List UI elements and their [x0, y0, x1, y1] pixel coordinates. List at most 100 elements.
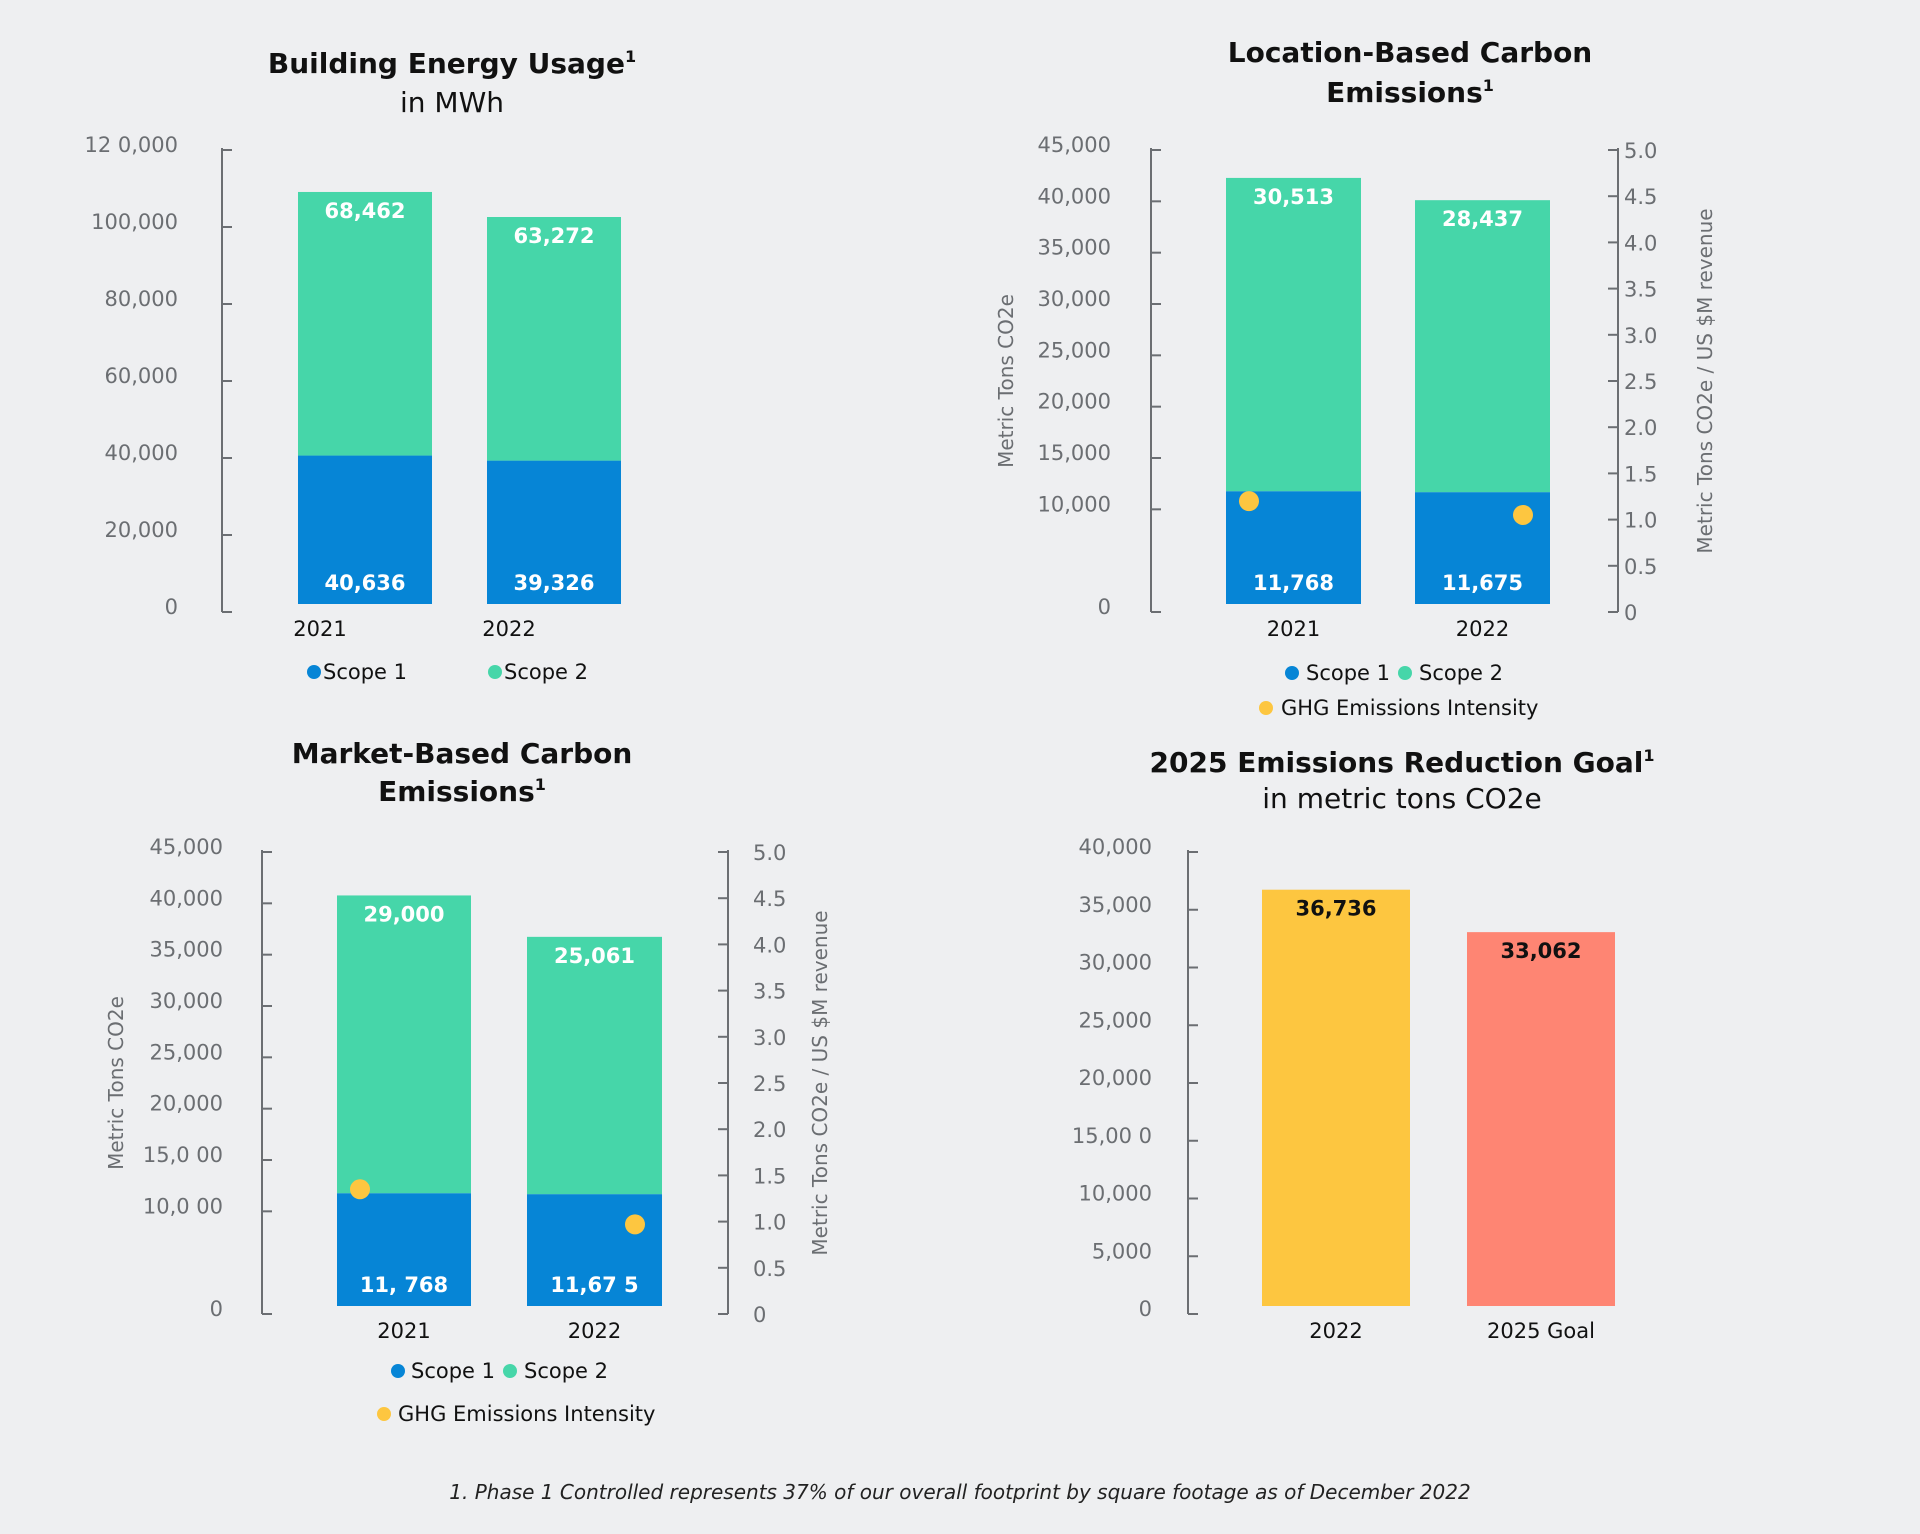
footnote: 1. Phase 1 Controlled represents 37% of … [449, 1480, 1470, 1504]
chart2-y2-tick-label: 3.0 [1624, 324, 1657, 348]
chart1-y-tick-label: 20,000 [105, 518, 178, 542]
chart1-label-scope1-2022: 39,326 [513, 571, 594, 595]
chart3-label-scope1-2022: 11,67 5 [550, 1273, 638, 1297]
chart2-label-scope2-2021: 30,513 [1253, 185, 1334, 209]
chart2-y2-tick-label: 3.5 [1624, 278, 1657, 302]
chart3-category-2022: 2022 [568, 1319, 621, 1343]
chart3-legend-marker-1 [503, 1364, 517, 1378]
chart1-legend-label-0: Scope 1 [323, 660, 407, 684]
chart2-y-tick-label: 45,000 [1038, 133, 1111, 157]
chart3-y-tick-label: 15,0 00 [143, 1143, 223, 1167]
chart3-y-tick-label: 35,000 [150, 938, 223, 962]
chart4-y-tick-label: 15,00 0 [1072, 1124, 1152, 1148]
chart2-label-scope1-2022: 11,675 [1442, 571, 1523, 595]
chart1-y-tick-label: 80,000 [105, 287, 178, 311]
chart2-legend-marker-1 [1398, 666, 1412, 680]
chart2-y-tick-label: 10,000 [1038, 492, 1111, 516]
chart4-y-tick-label: 0 [1139, 1297, 1152, 1321]
chart2-y-tick-label: 40,000 [1038, 184, 1111, 208]
chart1-label-scope1-2021: 40,636 [324, 571, 405, 595]
chart2-bar-scope2-2021 [1226, 177, 1361, 492]
chart2-y2-tick-label: 5.0 [1624, 139, 1657, 163]
chart3-y2-tick-label: 2.5 [753, 1072, 786, 1096]
chart3-y2-axis-label: Metric Tons CO2e / US $M revenue [808, 910, 832, 1255]
chart2-legend-label-2: GHG Emissions Intensity [1281, 696, 1538, 720]
chart3-legend-label-2: GHG Emissions Intensity [398, 1402, 655, 1426]
chart4-y-tick-label: 30,000 [1079, 951, 1152, 975]
chart2-y2-tick-label: 1.0 [1624, 509, 1657, 533]
chart2-y2-tick-label: 4.5 [1624, 185, 1657, 209]
chart1-y-tick-label: 100,000 [91, 210, 178, 234]
chart1-legend-marker-0 [307, 665, 321, 679]
chart2-ghg-point-2021 [1239, 491, 1259, 512]
chart4-category-2025 Goal: 2025 Goal [1487, 1319, 1595, 1343]
chart1-category-2022: 2022 [482, 617, 535, 641]
chart3-title: Market-Based Carbon [292, 737, 633, 770]
chart2-ghg-point-2022 [1513, 504, 1533, 525]
chart1-title-text: Building Energy Usage [268, 47, 625, 80]
chart4-title: 2025 Emissions Reduction Goal1 [1150, 746, 1655, 779]
chart2-y-tick-label: 25,000 [1038, 338, 1111, 362]
chart3-y2-tick-label: 4.5 [753, 887, 786, 911]
chart4-y-tick-label: 20,000 [1079, 1066, 1152, 1090]
chart1-bar-scope2-2022 [487, 216, 621, 461]
chart4-label-2022: 36,736 [1295, 897, 1376, 921]
chart3-bar-scope2-2022 [527, 936, 662, 1195]
chart3-label-scope2-2022: 25,061 [554, 944, 635, 968]
chart2-title-line2: Emissions1 [1326, 76, 1494, 109]
chart3-y2-tick-label: 0.5 [753, 1257, 786, 1281]
chart4-bar-2022 [1262, 889, 1410, 1306]
chart4-y-tick-label: 35,000 [1079, 893, 1152, 917]
chart2-bar-scope2-2022 [1415, 200, 1550, 493]
chart2-legend-marker-2 [1259, 701, 1273, 715]
chart1-legend-marker-1 [488, 665, 502, 679]
chart3-bar-scope2-2021 [337, 895, 471, 1194]
chart3-y-axis-label: Metric Tons CO2e [104, 996, 128, 1170]
chart4-y-tick-label: 10,000 [1079, 1182, 1152, 1206]
chart2-category-2021: 2021 [1267, 617, 1320, 641]
chart2-y-tick-label: 15,000 [1038, 441, 1111, 465]
chart2-legend-label-0: Scope 1 [1306, 661, 1390, 685]
chart4-title-text: 2025 Emissions Reduction Goal [1150, 746, 1644, 779]
chart3-label-scope2-2021: 29,000 [363, 902, 444, 926]
chart4-y-tick-label: 40,000 [1079, 835, 1152, 859]
chart1-y-tick-label: 12 0,000 [84, 133, 178, 157]
chart3-y-tick-label: 20,000 [150, 1092, 223, 1116]
chart1-y-tick-label: 0 [165, 595, 178, 619]
chart3-label-scope1-2021: 11, 768 [360, 1273, 448, 1297]
chart4-category-2022: 2022 [1309, 1319, 1362, 1343]
chart3-y-tick-label: 45,000 [150, 835, 223, 859]
chart3-title-line2-text: Emissions [378, 775, 535, 808]
chart2-y-tick-label: 30,000 [1038, 287, 1111, 311]
chart2-y2-tick-label: 4.0 [1624, 231, 1657, 255]
chart1-label-scope2-2021: 68,462 [324, 199, 405, 223]
chart2-y-tick-label: 35,000 [1038, 236, 1111, 260]
chart3-y-tick-label: 40,000 [150, 886, 223, 910]
chart3-y2-tick-label: 4.0 [753, 933, 786, 957]
chart1-bar-scope1-2021 [298, 455, 432, 604]
chart1-y-tick-label: 40,000 [105, 441, 178, 465]
chart3-category-2021: 2021 [377, 1319, 430, 1343]
chart3-legend-marker-0 [391, 1364, 405, 1378]
chart3-y-tick-label: 30,000 [150, 989, 223, 1013]
chart3-bar-scope1-2022 [527, 1194, 662, 1306]
chart2-legend-marker-0 [1285, 666, 1299, 680]
chart2-y2-tick-label: 1.5 [1624, 462, 1657, 486]
chart2-y-axis-label: Metric Tons CO2e [994, 294, 1018, 468]
chart2-y2-axis-label: Metric Tons CO2e / US $M revenue [1693, 208, 1717, 553]
chart4-bar-2025 Goal [1467, 932, 1615, 1306]
chart1-legend-label-1: Scope 2 [504, 660, 588, 684]
chart1-bar-scope1-2022 [487, 460, 621, 604]
chart3-bar-scope1-2021 [337, 1193, 471, 1306]
chart3-y2-tick-label: 5.0 [753, 841, 786, 865]
chart2-legend-label-1: Scope 2 [1419, 661, 1503, 685]
chart3-y-tick-label: 0 [210, 1297, 223, 1321]
chart1-bar-scope2-2021 [298, 191, 432, 456]
chart3-ghg-point-2022 [625, 1214, 645, 1235]
chart3-y2-tick-label: 1.0 [753, 1211, 786, 1235]
chart4-y-tick-label: 5,000 [1092, 1239, 1152, 1263]
chart2-y-tick-label: 0 [1098, 595, 1111, 619]
chart3-y-tick-label: 10,0 00 [143, 1194, 223, 1218]
